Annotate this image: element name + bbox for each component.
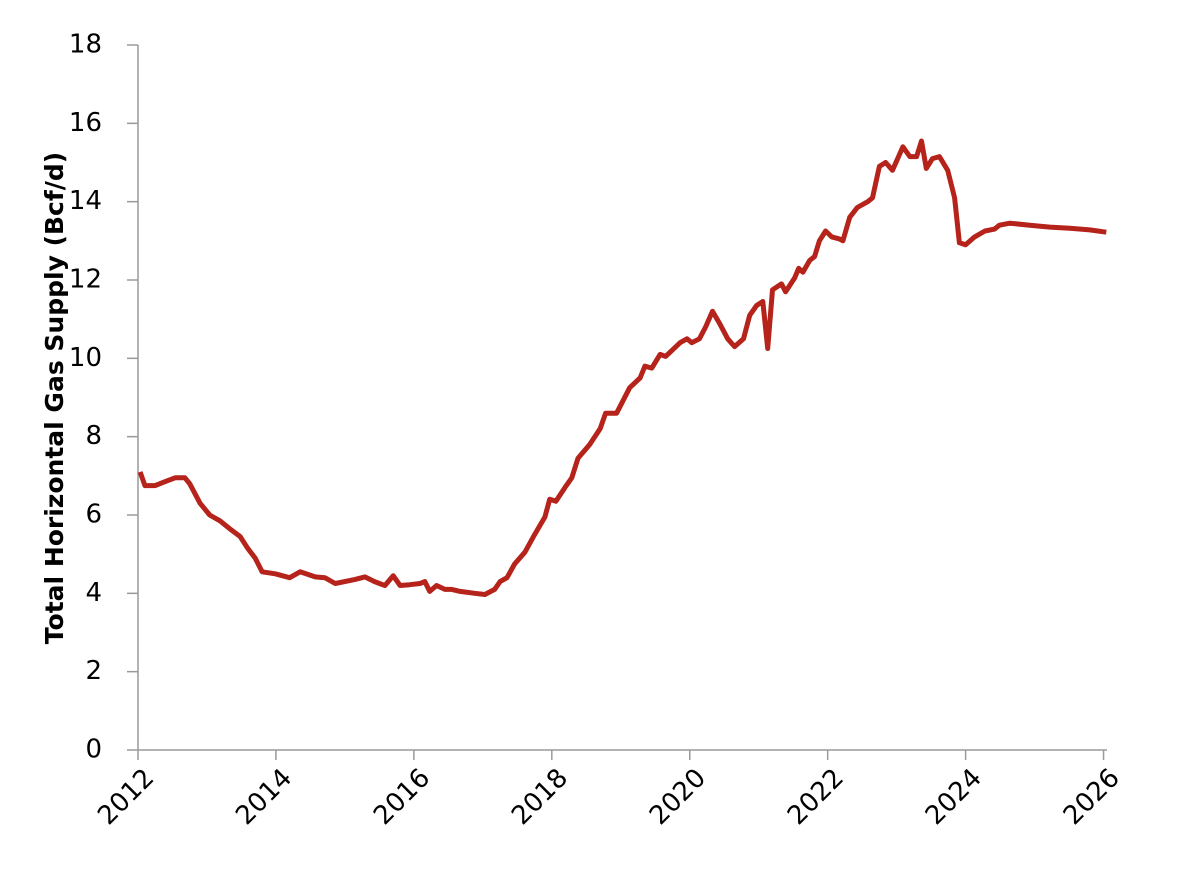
x-tick-label: 2018 [506,763,574,831]
x-tick-label: 2022 [782,763,850,831]
y-tick-label: 4 [85,578,102,608]
x-tick-label: 2016 [368,763,436,831]
x-tick-label: 2020 [644,763,712,831]
y-tick-label: 10 [69,343,102,373]
y-tick-label: 2 [85,656,102,686]
y-tick-label: 16 [69,108,102,138]
x-tick-label: 2024 [920,763,988,831]
y-tick-label: 18 [69,30,102,60]
y-tick-label: 14 [69,186,102,216]
y-tick-label: 12 [69,265,102,295]
x-tick-label: 2026 [1058,763,1126,831]
y-axis-label: Total Horizontal Gas Supply (Bcf/d) [40,152,69,644]
y-tick-label: 8 [85,421,102,451]
x-tick-label: 2012 [92,763,160,831]
y-tick-label: 0 [85,735,102,765]
y-tick-label: 6 [85,500,102,530]
data-line [137,138,1107,597]
x-tick-label: 2014 [230,763,298,831]
